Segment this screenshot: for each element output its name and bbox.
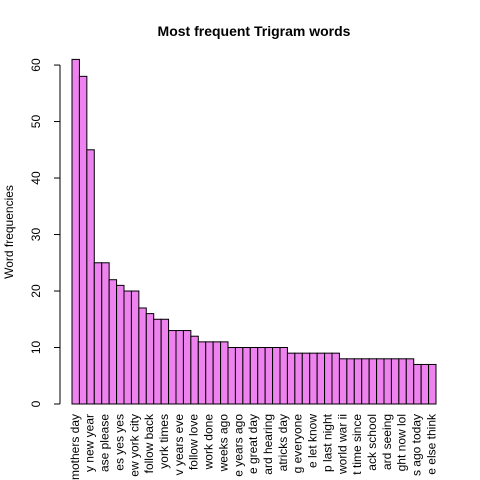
x-tick-label: ght now lol [395,414,409,471]
bar [264,347,274,405]
y-tick-label: 10 [29,341,43,355]
x-tick-label: atricks day [276,414,290,471]
x-tick-label: follow love [187,414,201,470]
bar [338,358,348,405]
bar [368,358,378,405]
bar [86,149,95,405]
x-tick-label: e let know [306,414,320,468]
bar [168,330,177,405]
bar [428,363,437,405]
bar [182,330,192,405]
x-tick-label: e else think [424,413,438,475]
bar [227,347,236,405]
bar [153,318,162,405]
bar [71,58,80,405]
bar [234,347,244,405]
x-tick-label: y new year [83,414,97,472]
x-tick-label: t time since [350,414,364,475]
bar [316,352,326,405]
x-tick-label: mothers day [68,414,82,480]
bar [420,363,430,405]
bar [138,307,147,405]
bar [212,341,222,405]
bar [309,352,318,405]
x-tick-label: york times [157,414,171,469]
x-tick-label: ard hearing [261,414,275,475]
bar [160,318,170,405]
x-tick-label: ase please [98,414,112,472]
bar [145,313,155,405]
bar [175,330,184,405]
bar [123,290,132,405]
bar [197,341,207,405]
bar [93,262,103,405]
x-tick-label: e years ago [231,414,245,477]
y-tick-label: 20 [29,284,43,298]
bar [383,358,392,405]
x-tick-label: world war ii [335,414,349,475]
y-axis-label: Word frequencies [2,185,16,279]
bar [101,262,110,405]
bar [324,352,333,405]
bar [130,290,140,405]
bar [116,284,125,405]
x-tick-label: ack school [365,414,379,471]
bar [301,352,311,405]
bar [286,352,296,405]
bar [331,352,340,405]
y-tick-label: 0 [29,400,43,407]
y-tick-label: 40 [29,171,43,185]
x-tick-label: es yes yes [112,414,126,471]
bar [242,347,251,405]
x-tick-label: follow back [142,413,156,473]
bar [279,347,288,405]
bar [294,352,303,405]
bar [220,341,229,405]
x-tick-label: weeks ago [216,414,230,473]
y-tick-label: 60 [29,58,43,72]
x-tick-label: p last night [320,413,334,472]
bar [257,347,266,405]
chart-title: Most frequent Trigram words [158,23,351,39]
bar [78,75,88,405]
bar [346,358,355,405]
x-tick-label: s ago today [410,414,424,476]
bar [376,358,385,405]
x-tick-label: ew york city [127,414,141,477]
bar [405,358,415,405]
bar [249,347,259,405]
bar [190,335,199,405]
y-tick-label: 30 [29,228,43,242]
y-tick-label: 50 [29,115,43,129]
x-tick-label: v years eve [172,414,186,476]
bar [390,358,400,405]
bar [205,341,214,405]
bar [361,358,370,405]
bar [398,358,407,405]
x-tick-label: g everyone [291,414,305,474]
bar [353,358,363,405]
bar [272,347,281,405]
bar [413,363,422,405]
x-tick-label: work done [202,414,216,471]
x-tick-label: ard seeing [380,414,394,470]
bar [108,279,118,405]
x-tick-label: e great day [246,414,260,474]
